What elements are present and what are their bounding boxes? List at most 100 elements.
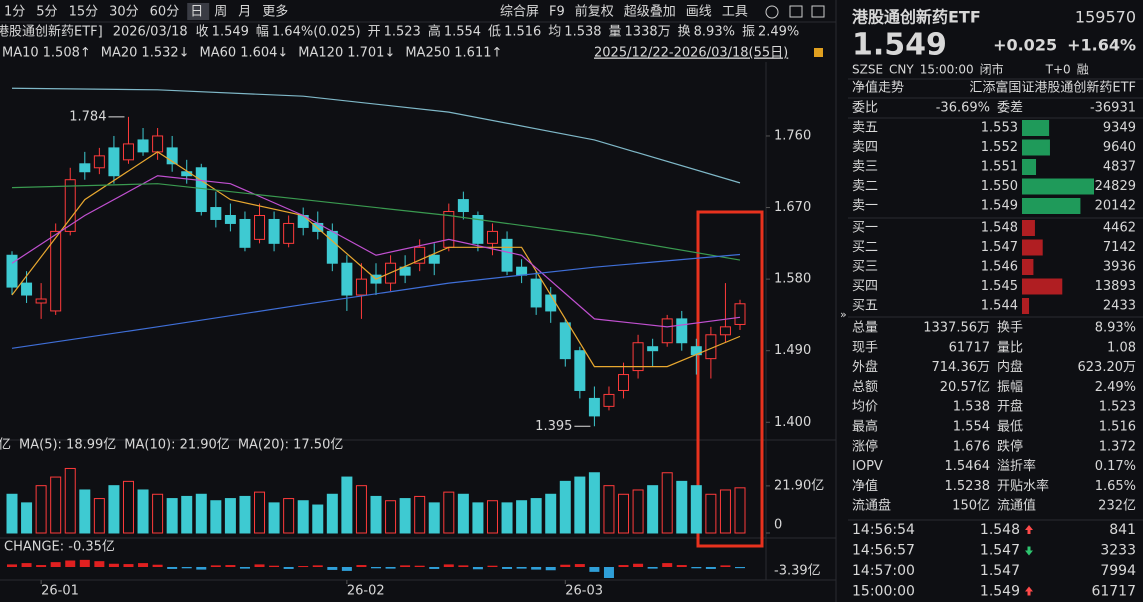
change-bar	[574, 564, 585, 567]
volume-bar	[676, 480, 688, 534]
tool-button[interactable]: 前复权	[575, 4, 614, 20]
settings-icon[interactable]	[765, 5, 779, 19]
tick-time: 14:57:00	[852, 563, 915, 579]
change-bar	[589, 567, 600, 572]
ma-value: 1.701↓	[347, 46, 395, 61]
bid-volume: 3936	[1103, 260, 1136, 275]
period-tab[interactable]: 15分	[69, 5, 99, 20]
ask-volume: 24829	[1095, 179, 1136, 194]
stat-label: 最低	[997, 420, 1023, 435]
info-label: 振	[742, 25, 755, 40]
ma-line	[11, 183, 741, 261]
stat-value: 1.516	[1099, 420, 1136, 435]
bid-price: 1.548	[981, 221, 1018, 236]
tool-button[interactable]: 超级叠加	[624, 5, 676, 20]
candle-body	[137, 139, 149, 153]
ask-bar	[1022, 178, 1094, 195]
period-tab[interactable]: 60分	[150, 5, 180, 20]
change-bar	[50, 562, 61, 567]
tool-button[interactable]: 综合屏	[500, 5, 539, 20]
bid-label: 买一	[852, 221, 878, 236]
ma-label: MA120	[298, 46, 343, 61]
change-bar	[327, 567, 338, 570]
stat-label: 现手	[852, 340, 878, 355]
date: 2026/03/18	[113, 25, 188, 40]
ask-bar	[1022, 139, 1050, 156]
volume-bar	[21, 502, 33, 534]
volume-bar	[93, 498, 105, 534]
stat-value: 1.65%	[1095, 479, 1136, 494]
change-bar	[341, 567, 352, 571]
ratio-label: 委差	[997, 101, 1023, 116]
change-legend: CHANGE: -0.35亿	[4, 540, 115, 555]
period-tab[interactable]: 更多	[262, 4, 288, 20]
volume-bar	[428, 502, 440, 534]
stat-value: 1.5238	[945, 479, 991, 494]
ratio-value: -36.69%	[936, 101, 990, 116]
status-item: CNY	[889, 63, 914, 77]
period-tab[interactable]: 周	[214, 5, 227, 20]
security-title: 港股通创新药ETF	[852, 8, 981, 27]
nav-link[interactable]: 净值走势	[852, 80, 904, 96]
ratio-label: 委比	[852, 101, 878, 116]
candle-body	[618, 374, 630, 391]
candle-body	[93, 155, 105, 169]
candle-body	[414, 246, 426, 264]
period-tab[interactable]: 5分	[36, 5, 57, 20]
volume-bar	[108, 485, 120, 534]
change-bar	[662, 563, 673, 567]
stat-label: 总量	[852, 321, 878, 336]
change-bar	[181, 567, 192, 569]
tool-button[interactable]: F9	[549, 5, 565, 20]
volume-bar	[647, 485, 659, 534]
collapse-toggle[interactable]: »	[840, 308, 847, 321]
window-icon[interactable]	[789, 5, 803, 18]
change-bar	[269, 565, 280, 567]
bid-volume: 7142	[1103, 240, 1136, 255]
candle-body	[588, 397, 600, 417]
window-icon[interactable]	[811, 5, 825, 18]
candle-body	[268, 218, 280, 244]
change-bar	[502, 567, 513, 569]
ma-label: MA10	[2, 46, 39, 61]
status-item: T+0	[1045, 63, 1071, 77]
ask-label: 卖二	[852, 179, 878, 194]
candle-body	[166, 147, 178, 165]
volume-bar	[137, 489, 149, 534]
lock-icon	[814, 48, 823, 57]
stat-value: 1.554	[953, 420, 990, 435]
period-tab[interactable]: 30分	[109, 5, 139, 20]
tool-button[interactable]: 工具	[722, 5, 748, 20]
candle-body	[254, 214, 266, 240]
change-bar	[210, 565, 221, 567]
period-tab[interactable]: 日	[190, 5, 203, 20]
stat-value: 20.57亿	[940, 380, 990, 395]
stat-value: 1.523	[1099, 400, 1136, 415]
volume-bar	[195, 493, 207, 534]
bid-price: 1.547	[981, 240, 1018, 255]
annotation: 1.395	[535, 419, 572, 434]
bid-bar	[1022, 278, 1063, 295]
ma-label: MA250	[405, 46, 450, 61]
tool-button[interactable]: 画线	[686, 5, 712, 20]
change-bar	[487, 565, 498, 567]
change-bar	[720, 565, 731, 567]
change-bar	[429, 567, 440, 569]
y-tick-label: 1.670	[774, 200, 811, 215]
volume-bar	[719, 489, 731, 534]
candle-body	[545, 294, 557, 312]
stat-label: 流通盘	[852, 498, 891, 514]
candle-body	[239, 218, 251, 248]
period-tab[interactable]: 月	[238, 5, 251, 20]
candle-body	[21, 282, 33, 296]
stat-label: 量比	[997, 340, 1023, 355]
candle-body	[6, 254, 18, 288]
change-bar	[225, 565, 236, 567]
period-tab[interactable]: 1分	[4, 5, 25, 20]
stat-label: 溢折率	[997, 458, 1036, 474]
tick-time: 15:00:00	[852, 584, 915, 600]
stat-label: 跌停	[997, 438, 1023, 454]
change-tick-label: -3.39亿	[774, 564, 821, 579]
tick-volume: 7994	[1100, 563, 1136, 579]
